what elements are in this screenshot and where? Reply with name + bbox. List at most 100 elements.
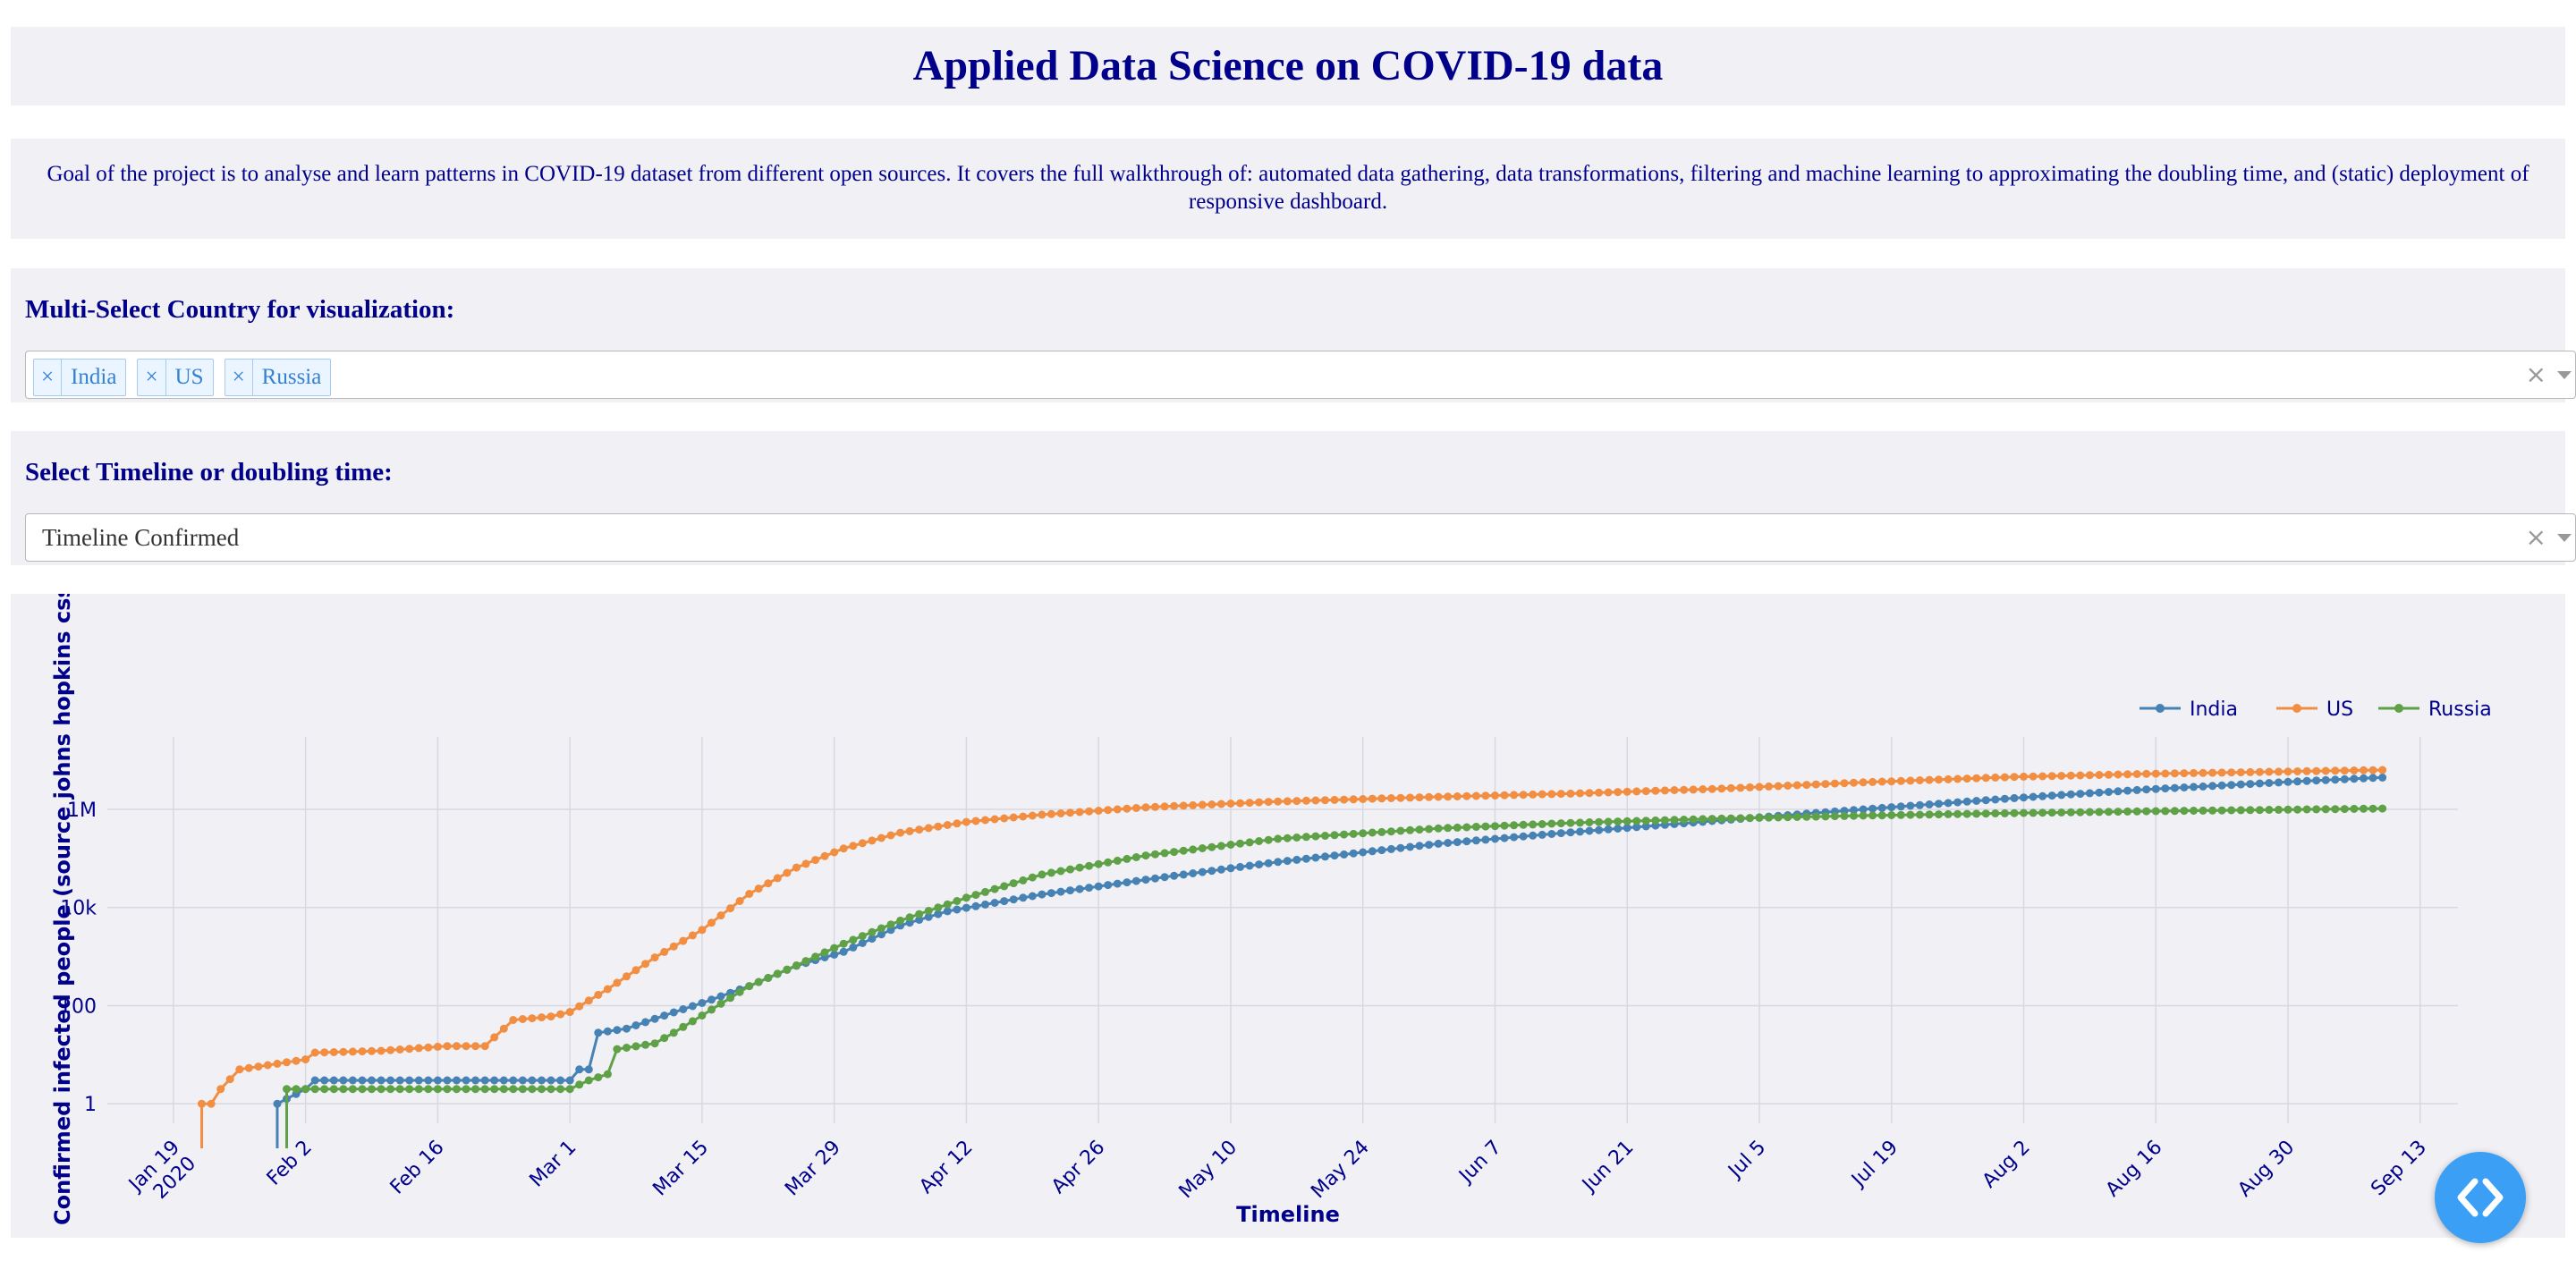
data-point xyxy=(1944,809,1953,818)
data-point xyxy=(509,1076,518,1085)
data-point xyxy=(896,828,905,837)
data-point xyxy=(499,1024,508,1033)
data-point xyxy=(1444,792,1453,801)
data-point xyxy=(971,891,980,900)
data-point xyxy=(2321,766,2330,775)
series-india[interactable] xyxy=(273,773,2387,1148)
legend-item-russia[interactable]: Russia xyxy=(2378,698,2492,721)
data-point xyxy=(1000,882,1009,891)
data-point xyxy=(1226,800,1235,808)
data-point xyxy=(2350,774,2359,783)
remove-india-icon[interactable]: × xyxy=(34,360,63,395)
x-tick-label: Aug 2 xyxy=(1979,1137,2035,1193)
data-point xyxy=(273,1059,282,1068)
data-point xyxy=(1283,857,1292,866)
data-point xyxy=(1462,837,1471,846)
data-point xyxy=(2132,807,2141,816)
data-point xyxy=(2057,808,2066,817)
data-point xyxy=(650,953,659,962)
data-point xyxy=(2132,770,2141,778)
data-point xyxy=(735,987,744,996)
data-point xyxy=(745,890,754,898)
data-point xyxy=(934,910,943,918)
data-point xyxy=(254,1062,263,1071)
data-point xyxy=(1510,833,1519,842)
data-point xyxy=(2085,789,2094,798)
data-point xyxy=(395,1045,404,1054)
data-point xyxy=(310,1085,319,1094)
data-point xyxy=(1085,807,1094,816)
data-point xyxy=(301,1055,310,1064)
data-point xyxy=(2265,779,2274,787)
data-point xyxy=(623,972,631,981)
data-point xyxy=(1830,779,1839,788)
code-toggle-button[interactable] xyxy=(2435,1152,2526,1243)
remove-us-icon[interactable]: × xyxy=(138,360,166,395)
data-point xyxy=(584,1076,593,1085)
clear-countries-icon[interactable]: × xyxy=(2525,360,2546,389)
data-point xyxy=(915,825,924,834)
data-point xyxy=(990,815,999,824)
data-point xyxy=(1311,832,1320,841)
data-point xyxy=(2000,773,2009,782)
series-us[interactable] xyxy=(198,766,2387,1149)
data-point xyxy=(1208,800,1216,808)
data-point xyxy=(2161,807,2170,816)
data-point xyxy=(1726,783,1735,792)
data-point xyxy=(1840,779,1849,788)
data-point xyxy=(1386,844,1395,853)
data-point xyxy=(518,1015,527,1023)
data-point xyxy=(1745,814,1754,823)
data-point xyxy=(2076,808,2085,817)
data-point xyxy=(2151,769,2160,778)
remove-russia-icon[interactable]: × xyxy=(225,360,253,395)
data-point xyxy=(1075,884,1084,893)
clear-type-icon[interactable]: × xyxy=(2525,522,2546,552)
data-point xyxy=(1066,886,1074,895)
legend-item-india[interactable]: India xyxy=(2140,698,2238,721)
selected-country-tags: × India × US × Russia xyxy=(33,359,332,396)
data-point xyxy=(735,897,744,905)
y-tick-label: 100 xyxy=(59,995,97,1018)
data-point xyxy=(1406,793,1414,802)
data-point xyxy=(1330,851,1339,860)
legend-label: India xyxy=(2190,698,2238,721)
data-point xyxy=(2265,767,2274,776)
legend-item-us[interactable]: US xyxy=(2276,698,2353,721)
country-select-panel: Multi-Select Country for visualization: … xyxy=(11,268,2576,402)
chevron-down-icon[interactable] xyxy=(2557,534,2572,542)
series-russia[interactable] xyxy=(283,804,2387,1148)
data-point xyxy=(1028,873,1037,882)
data-point xyxy=(2236,780,2245,789)
data-point xyxy=(1028,811,1037,820)
data-point xyxy=(886,831,895,840)
data-point xyxy=(1301,854,1310,863)
data-point xyxy=(1198,867,1207,876)
data-point xyxy=(2293,767,2302,775)
data-point xyxy=(528,1085,537,1094)
data-point xyxy=(1614,825,1623,833)
x-tick-label: Aug 16 xyxy=(2102,1137,2167,1202)
data-point xyxy=(480,1085,489,1094)
data-point xyxy=(1962,809,1971,818)
chevron-down-icon[interactable] xyxy=(2557,371,2572,379)
data-point xyxy=(348,1047,357,1056)
data-point xyxy=(2275,805,2283,814)
data-point xyxy=(1595,788,1604,797)
data-point xyxy=(1415,825,1424,834)
data-point xyxy=(1632,787,1641,796)
data-point xyxy=(462,1085,470,1094)
data-point xyxy=(1434,839,1443,848)
data-point xyxy=(1113,805,1122,814)
data-point xyxy=(1151,850,1159,859)
type-select[interactable]: Timeline Confirmed × xyxy=(25,513,2576,562)
data-point xyxy=(1491,834,1499,843)
data-point xyxy=(2312,805,2321,814)
data-point xyxy=(1340,830,1349,839)
data-point xyxy=(2350,766,2359,774)
data-point xyxy=(1019,893,1028,902)
data-point xyxy=(1736,814,1745,823)
data-point xyxy=(1604,817,1613,826)
country-multi-select[interactable]: × India × US × Russia × xyxy=(25,351,2576,399)
